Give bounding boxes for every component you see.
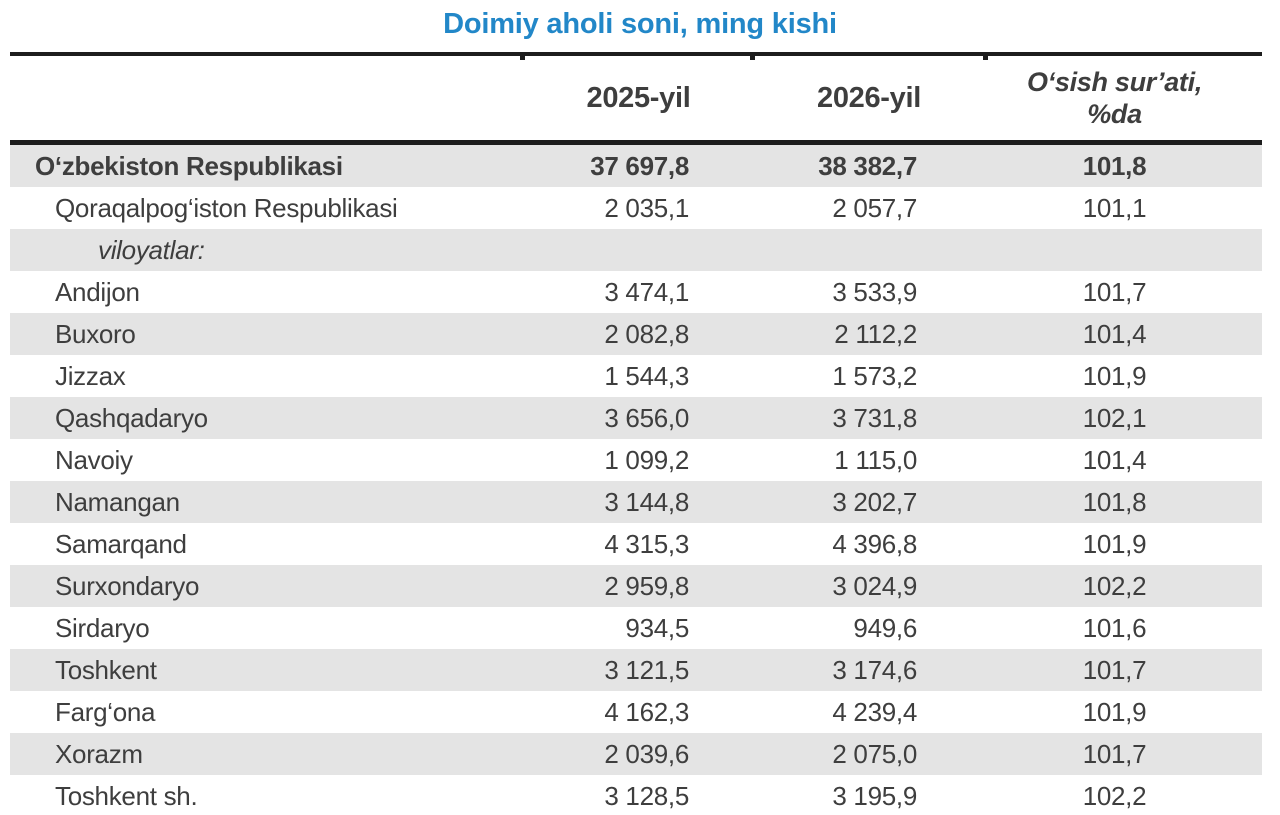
table-row: Navoiy 1 099,2 1 115,0 101,4 — [10, 439, 1262, 481]
table-row: O‘zbekiston Respublikasi 37 697,8 38 382… — [10, 145, 1262, 187]
population-2026-cell: 3 202,7 — [832, 487, 917, 517]
column-header-growth-rate: O‘sish sur’ati, %da — [1026, 67, 1203, 129]
table-header-row: 2025-yil 2026-yil O‘sish sur’ati, %da — [10, 56, 1262, 140]
growth-rate-cell: 101,4 — [1082, 319, 1147, 349]
population-2026-cell: 4 239,4 — [832, 697, 917, 727]
population-table: 2025-yil 2026-yil O‘sish sur’ati, %da O‘… — [10, 52, 1262, 815]
population-2026-cell: 2 075,0 — [832, 739, 917, 769]
population-2025-cell: 4 162,3 — [604, 697, 689, 727]
population-2025-cell: 2 035,1 — [604, 193, 689, 223]
population-2025-cell: 1 544,3 — [604, 361, 689, 391]
population-2025-cell: 4 315,3 — [604, 529, 689, 559]
growth-rate-cell: 101,9 — [1082, 697, 1147, 727]
table-row: Samarqand 4 315,3 4 396,8 101,9 — [10, 523, 1262, 565]
column-header-2026: 2026-yil — [816, 81, 921, 114]
region-name-cell: Xorazm — [55, 739, 143, 769]
population-2025-cell: 3 656,0 — [604, 403, 689, 433]
table-row: Jizzax 1 544,3 1 573,2 101,9 — [10, 355, 1262, 397]
table-row: viloyatlar: — [10, 229, 1262, 271]
table-row: Farg‘ona 4 162,3 4 239,4 101,9 — [10, 691, 1262, 733]
region-name-cell: Farg‘ona — [55, 697, 156, 727]
region-name-cell: Qashqadaryo — [55, 403, 208, 433]
table-row: Sirdaryo 934,5 949,6 101,6 — [10, 607, 1262, 649]
population-2026-cell: 2 057,7 — [832, 193, 917, 223]
growth-rate-cell: 101,1 — [1082, 193, 1147, 223]
population-2026-cell: 3 731,8 — [832, 403, 917, 433]
growth-rate-cell: 102,2 — [1082, 571, 1147, 601]
region-name-cell: Samarqand — [55, 529, 187, 559]
region-name-cell: Toshkent sh. — [55, 781, 198, 811]
region-name-cell: O‘zbekiston Respublikasi — [35, 151, 343, 181]
growth-rate-cell: 101,6 — [1082, 613, 1147, 643]
population-2026-cell: 1 573,2 — [832, 361, 917, 391]
table-row: Surxondaryo 2 959,8 3 024,9 102,2 — [10, 565, 1262, 607]
column-divider-tick — [520, 56, 525, 60]
header-bottom-rule — [10, 140, 1262, 145]
region-name-cell: Sirdaryo — [55, 613, 150, 643]
table-top-rule — [10, 52, 1262, 60]
table-row: Qashqadaryo 3 656,0 3 731,8 102,1 — [10, 397, 1262, 439]
population-2026-cell: 3 533,9 — [832, 277, 917, 307]
growth-rate-cell: 101,9 — [1082, 529, 1147, 559]
population-2025-cell: 934,5 — [625, 613, 689, 643]
population-2026-cell: 3 174,6 — [832, 655, 917, 685]
region-name-cell: Toshkent — [55, 655, 157, 685]
growth-rate-cell: 101,4 — [1082, 445, 1147, 475]
table-title: Doimiy aholi soni, ming kishi — [443, 8, 837, 40]
population-2025-cell — [524, 229, 753, 271]
table-row: Namangan 3 144,8 3 202,7 101,8 — [10, 481, 1262, 523]
population-2025-cell: 3 144,8 — [604, 487, 689, 517]
table-row: Qoraqalpog‘iston Respublikasi 2 035,1 2 … — [10, 187, 1262, 229]
growth-rate-cell: 102,1 — [1082, 403, 1147, 433]
table-row: Buxoro 2 082,8 2 112,2 101,4 — [10, 313, 1262, 355]
population-2025-cell: 3 128,5 — [604, 781, 689, 811]
growth-rate-cell — [985, 229, 1262, 271]
population-2025-cell: 2 039,6 — [604, 739, 689, 769]
table-row: Xorazm 2 039,6 2 075,0 101,7 — [10, 733, 1262, 775]
region-name-cell: Surxondaryo — [55, 571, 200, 601]
region-name-cell: Jizzax — [55, 361, 126, 391]
population-2026-cell: 2 112,2 — [834, 319, 917, 349]
region-name-cell: Qoraqalpog‘iston Respublikasi — [55, 193, 398, 223]
column-divider-tick — [983, 56, 988, 60]
population-2026-cell — [753, 229, 985, 271]
growth-rate-cell: 101,7 — [1082, 739, 1147, 769]
region-name-cell: viloyatlar: — [98, 235, 205, 265]
population-2025-cell: 2 959,8 — [604, 571, 689, 601]
growth-rate-cell: 101,7 — [1082, 655, 1147, 685]
region-name-cell: Andijon — [55, 277, 140, 307]
table-body: O‘zbekiston Respublikasi 37 697,8 38 382… — [10, 145, 1262, 815]
population-2026-cell: 949,6 — [853, 613, 917, 643]
population-2026-cell: 4 396,8 — [832, 529, 917, 559]
table-row: Toshkent sh. 3 128,5 3 195,9 102,2 — [10, 775, 1262, 815]
population-2025-cell: 1 099,2 — [604, 445, 689, 475]
region-name-cell: Buxoro — [55, 319, 136, 349]
population-2025-cell: 3 474,1 — [604, 277, 689, 307]
population-2025-cell: 2 082,8 — [604, 319, 689, 349]
table-row: Andijon 3 474,1 3 533,9 101,7 — [10, 271, 1262, 313]
column-header-2025: 2025-yil — [586, 81, 691, 114]
population-2026-cell: 38 382,7 — [818, 151, 917, 181]
region-name-cell: Navoiy — [55, 445, 133, 475]
table-row: Toshkent 3 121,5 3 174,6 101,7 — [10, 649, 1262, 691]
population-2026-cell: 3 024,9 — [832, 571, 917, 601]
growth-rate-cell: 101,8 — [1082, 487, 1147, 517]
growth-rate-cell: 101,8 — [1082, 151, 1147, 181]
population-2026-cell: 3 195,9 — [832, 781, 917, 811]
population-2025-cell: 3 121,5 — [604, 655, 689, 685]
population-2025-cell: 37 697,8 — [590, 151, 689, 181]
population-2026-cell: 1 115,0 — [834, 445, 917, 475]
document-page: Doimiy aholi soni, ming kishi 2025-yil 2… — [0, 6, 1280, 815]
region-name-cell: Namangan — [55, 487, 180, 517]
growth-rate-cell: 101,7 — [1082, 277, 1147, 307]
growth-rate-cell: 102,2 — [1082, 781, 1147, 811]
column-divider-tick — [750, 56, 755, 60]
growth-rate-cell: 101,9 — [1082, 361, 1147, 391]
